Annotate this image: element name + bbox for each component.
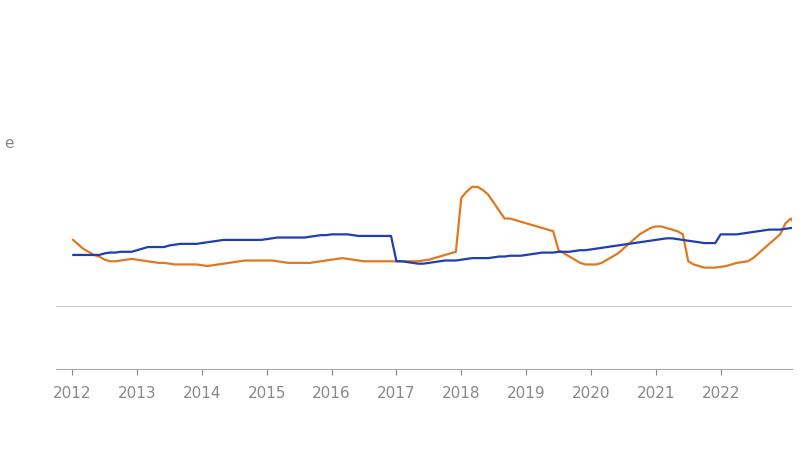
Text: e: e — [4, 136, 14, 152]
